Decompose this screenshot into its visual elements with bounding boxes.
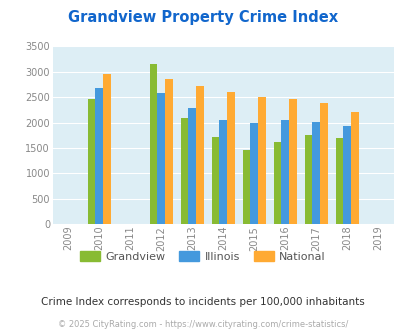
- Bar: [87, 99, 95, 224]
- Bar: [258, 97, 265, 224]
- Bar: [149, 63, 157, 224]
- Bar: [227, 92, 234, 224]
- Bar: [320, 103, 327, 224]
- Bar: [273, 142, 281, 224]
- Text: © 2025 CityRating.com - https://www.cityrating.com/crime-statistics/: © 2025 CityRating.com - https://www.city…: [58, 320, 347, 329]
- Bar: [196, 86, 203, 224]
- Bar: [157, 92, 165, 224]
- Bar: [188, 108, 196, 224]
- Bar: [350, 113, 358, 224]
- Bar: [343, 126, 350, 224]
- Bar: [95, 88, 103, 224]
- Legend: Grandview, Illinois, National: Grandview, Illinois, National: [76, 247, 329, 267]
- Bar: [103, 74, 111, 224]
- Bar: [165, 79, 173, 224]
- Text: Crime Index corresponds to incidents per 100,000 inhabitants: Crime Index corresponds to incidents per…: [41, 297, 364, 307]
- Bar: [180, 118, 188, 224]
- Bar: [335, 138, 343, 224]
- Bar: [242, 150, 250, 224]
- Bar: [211, 137, 219, 224]
- Bar: [281, 120, 288, 224]
- Bar: [219, 119, 227, 224]
- Bar: [304, 135, 312, 224]
- Text: Grandview Property Crime Index: Grandview Property Crime Index: [68, 10, 337, 25]
- Bar: [250, 123, 258, 224]
- Bar: [312, 122, 320, 224]
- Bar: [288, 99, 296, 224]
